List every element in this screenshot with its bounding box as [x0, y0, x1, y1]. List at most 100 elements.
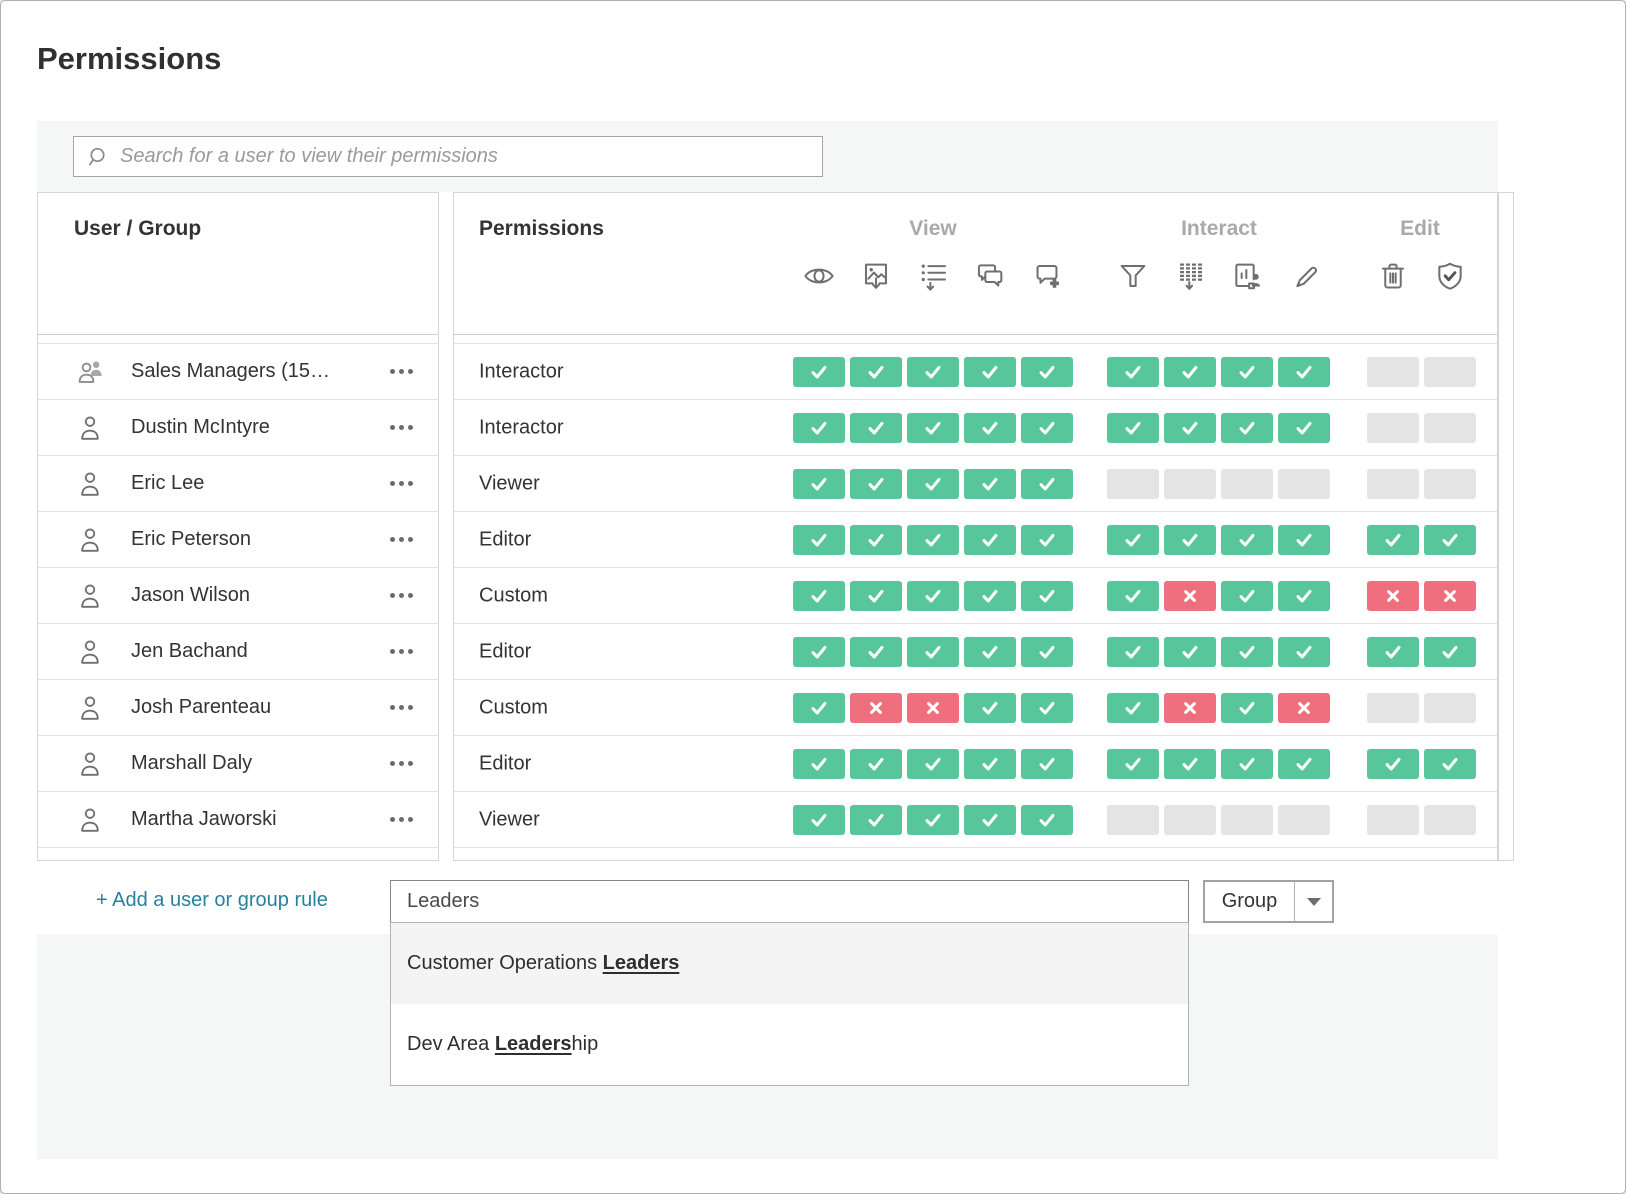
- filter-allowed-cell[interactable]: [1107, 413, 1159, 443]
- share-customized-allowed-cell[interactable]: [1221, 581, 1273, 611]
- share-customized-allowed-cell[interactable]: [1221, 749, 1273, 779]
- add-comments-allowed-cell[interactable]: [1021, 637, 1073, 667]
- dropdown-caret-button[interactable]: [1294, 882, 1332, 921]
- view-comments-allowed-cell[interactable]: [964, 693, 1016, 723]
- delete-unset-cell[interactable]: [1367, 469, 1419, 499]
- set-permissions-unset-cell[interactable]: [1424, 693, 1476, 723]
- export-image-allowed-cell[interactable]: [850, 357, 902, 387]
- view-summary-data-allowed-cell[interactable]: [907, 749, 959, 779]
- view-comments-allowed-cell[interactable]: [964, 357, 1016, 387]
- view-summary-data-allowed-cell[interactable]: [907, 413, 959, 443]
- export-image-allowed-cell[interactable]: [850, 581, 902, 611]
- export-image-denied-cell[interactable]: [850, 693, 902, 723]
- user-group-row[interactable]: Eric Lee: [38, 456, 438, 512]
- view-summary-data-allowed-cell[interactable]: [907, 469, 959, 499]
- web-edit-allowed-cell[interactable]: [1278, 413, 1330, 443]
- share-customized-allowed-cell[interactable]: [1221, 525, 1273, 555]
- row-actions-menu[interactable]: [390, 425, 413, 430]
- download-full-data-allowed-cell[interactable]: [1164, 749, 1216, 779]
- filter-allowed-cell[interactable]: [1107, 637, 1159, 667]
- filter-allowed-cell[interactable]: [1107, 357, 1159, 387]
- export-image-allowed-cell[interactable]: [850, 749, 902, 779]
- delete-allowed-cell[interactable]: [1367, 525, 1419, 555]
- download-full-data-allowed-cell[interactable]: [1164, 357, 1216, 387]
- row-actions-menu[interactable]: [390, 537, 413, 542]
- web-edit-allowed-cell[interactable]: [1278, 525, 1330, 555]
- set-permissions-unset-cell[interactable]: [1424, 805, 1476, 835]
- download-full-data-allowed-cell[interactable]: [1164, 525, 1216, 555]
- user-group-row[interactable]: Marshall Daly: [38, 736, 438, 792]
- view-summary-data-allowed-cell[interactable]: [907, 581, 959, 611]
- set-permissions-allowed-cell[interactable]: [1424, 525, 1476, 555]
- row-actions-menu[interactable]: [390, 817, 413, 822]
- export-image-allowed-cell[interactable]: [850, 637, 902, 667]
- view-allowed-cell[interactable]: [793, 749, 845, 779]
- view-allowed-cell[interactable]: [793, 469, 845, 499]
- add-comments-allowed-cell[interactable]: [1021, 413, 1073, 443]
- view-allowed-cell[interactable]: [793, 805, 845, 835]
- filter-allowed-cell[interactable]: [1107, 581, 1159, 611]
- filter-unset-cell[interactable]: [1107, 805, 1159, 835]
- row-actions-menu[interactable]: [390, 593, 413, 598]
- add-comments-allowed-cell[interactable]: [1021, 693, 1073, 723]
- view-allowed-cell[interactable]: [793, 525, 845, 555]
- add-user-or-group-rule-link[interactable]: + Add a user or group rule: [96, 889, 328, 911]
- view-comments-allowed-cell[interactable]: [964, 525, 1016, 555]
- share-customized-allowed-cell[interactable]: [1221, 357, 1273, 387]
- view-comments-allowed-cell[interactable]: [964, 469, 1016, 499]
- search-input[interactable]: [118, 144, 822, 169]
- user-group-search-input[interactable]: [390, 880, 1189, 923]
- download-full-data-unset-cell[interactable]: [1164, 805, 1216, 835]
- filter-unset-cell[interactable]: [1107, 469, 1159, 499]
- set-permissions-allowed-cell[interactable]: [1424, 637, 1476, 667]
- share-customized-allowed-cell[interactable]: [1221, 637, 1273, 667]
- view-summary-data-allowed-cell[interactable]: [907, 637, 959, 667]
- add-comments-allowed-cell[interactable]: [1021, 749, 1073, 779]
- suggestion-item[interactable]: Dev Area Leadership: [391, 1004, 1188, 1085]
- web-edit-allowed-cell[interactable]: [1278, 637, 1330, 667]
- delete-allowed-cell[interactable]: [1367, 749, 1419, 779]
- view-comments-allowed-cell[interactable]: [964, 413, 1016, 443]
- grantee-type-dropdown[interactable]: Group: [1203, 880, 1334, 923]
- web-edit-unset-cell[interactable]: [1278, 469, 1330, 499]
- scrollbar-track[interactable]: [1498, 192, 1514, 861]
- row-actions-menu[interactable]: [390, 649, 413, 654]
- share-customized-unset-cell[interactable]: [1221, 805, 1273, 835]
- add-comments-allowed-cell[interactable]: [1021, 805, 1073, 835]
- delete-unset-cell[interactable]: [1367, 413, 1419, 443]
- delete-unset-cell[interactable]: [1367, 357, 1419, 387]
- add-comments-allowed-cell[interactable]: [1021, 525, 1073, 555]
- view-summary-data-allowed-cell[interactable]: [907, 525, 959, 555]
- export-image-allowed-cell[interactable]: [850, 469, 902, 499]
- user-group-row[interactable]: Martha Jaworski: [38, 792, 438, 848]
- export-image-allowed-cell[interactable]: [850, 413, 902, 443]
- view-comments-allowed-cell[interactable]: [964, 581, 1016, 611]
- view-comments-allowed-cell[interactable]: [964, 805, 1016, 835]
- web-edit-allowed-cell[interactable]: [1278, 581, 1330, 611]
- export-image-allowed-cell[interactable]: [850, 805, 902, 835]
- add-comments-allowed-cell[interactable]: [1021, 469, 1073, 499]
- set-permissions-unset-cell[interactable]: [1424, 357, 1476, 387]
- row-actions-menu[interactable]: [390, 481, 413, 486]
- filter-allowed-cell[interactable]: [1107, 749, 1159, 779]
- user-group-row[interactable]: Sales Managers (15…: [38, 344, 438, 400]
- view-allowed-cell[interactable]: [793, 693, 845, 723]
- download-full-data-allowed-cell[interactable]: [1164, 413, 1216, 443]
- add-comments-allowed-cell[interactable]: [1021, 357, 1073, 387]
- share-customized-allowed-cell[interactable]: [1221, 413, 1273, 443]
- share-customized-allowed-cell[interactable]: [1221, 693, 1273, 723]
- view-summary-data-allowed-cell[interactable]: [907, 357, 959, 387]
- user-group-row[interactable]: Dustin McIntyre: [38, 400, 438, 456]
- view-summary-data-denied-cell[interactable]: [907, 693, 959, 723]
- row-actions-menu[interactable]: [390, 761, 413, 766]
- row-actions-menu[interactable]: [390, 369, 413, 374]
- web-edit-allowed-cell[interactable]: [1278, 357, 1330, 387]
- user-group-row[interactable]: Jason Wilson: [38, 568, 438, 624]
- web-edit-denied-cell[interactable]: [1278, 693, 1330, 723]
- delete-unset-cell[interactable]: [1367, 805, 1419, 835]
- filter-allowed-cell[interactable]: [1107, 693, 1159, 723]
- web-edit-allowed-cell[interactable]: [1278, 749, 1330, 779]
- download-full-data-unset-cell[interactable]: [1164, 469, 1216, 499]
- export-image-allowed-cell[interactable]: [850, 525, 902, 555]
- view-allowed-cell[interactable]: [793, 413, 845, 443]
